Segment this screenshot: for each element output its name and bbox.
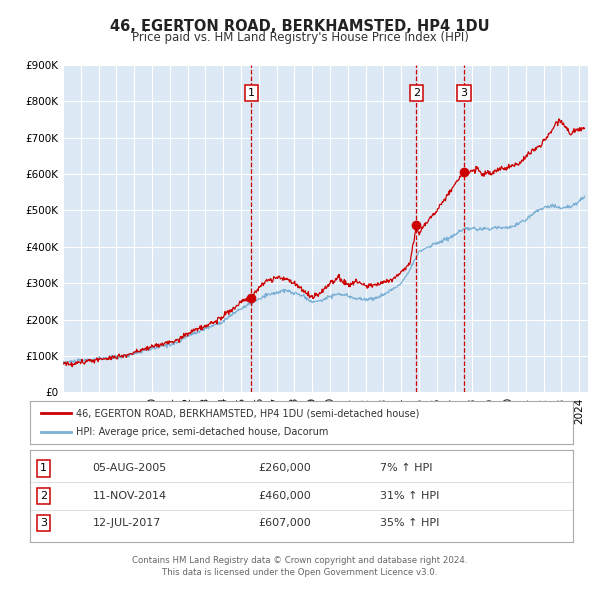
Text: 2: 2 xyxy=(413,88,420,98)
Text: 3: 3 xyxy=(40,519,47,528)
Text: Contains HM Land Registry data © Crown copyright and database right 2024.: Contains HM Land Registry data © Crown c… xyxy=(132,556,468,565)
Text: 12-JUL-2017: 12-JUL-2017 xyxy=(92,519,161,528)
Text: £260,000: £260,000 xyxy=(258,464,311,473)
Text: £607,000: £607,000 xyxy=(258,519,311,528)
Text: This data is licensed under the Open Government Licence v3.0.: This data is licensed under the Open Gov… xyxy=(163,568,437,576)
Text: 31% ↑ HPI: 31% ↑ HPI xyxy=(380,491,440,501)
Text: 46, EGERTON ROAD, BERKHAMSTED, HP4 1DU: 46, EGERTON ROAD, BERKHAMSTED, HP4 1DU xyxy=(110,19,490,34)
Text: £460,000: £460,000 xyxy=(258,491,311,501)
Text: 05-AUG-2005: 05-AUG-2005 xyxy=(92,464,167,473)
Text: 35% ↑ HPI: 35% ↑ HPI xyxy=(380,519,440,528)
Text: 1: 1 xyxy=(248,88,255,98)
Text: 46, EGERTON ROAD, BERKHAMSTED, HP4 1DU (semi-detached house): 46, EGERTON ROAD, BERKHAMSTED, HP4 1DU (… xyxy=(76,408,419,418)
Text: 3: 3 xyxy=(460,88,467,98)
Text: 7% ↑ HPI: 7% ↑ HPI xyxy=(380,464,433,473)
Text: HPI: Average price, semi-detached house, Dacorum: HPI: Average price, semi-detached house,… xyxy=(76,427,329,437)
Text: 2: 2 xyxy=(40,491,47,501)
Text: 1: 1 xyxy=(40,464,47,473)
Text: 11-NOV-2014: 11-NOV-2014 xyxy=(92,491,167,501)
Text: Price paid vs. HM Land Registry's House Price Index (HPI): Price paid vs. HM Land Registry's House … xyxy=(131,31,469,44)
